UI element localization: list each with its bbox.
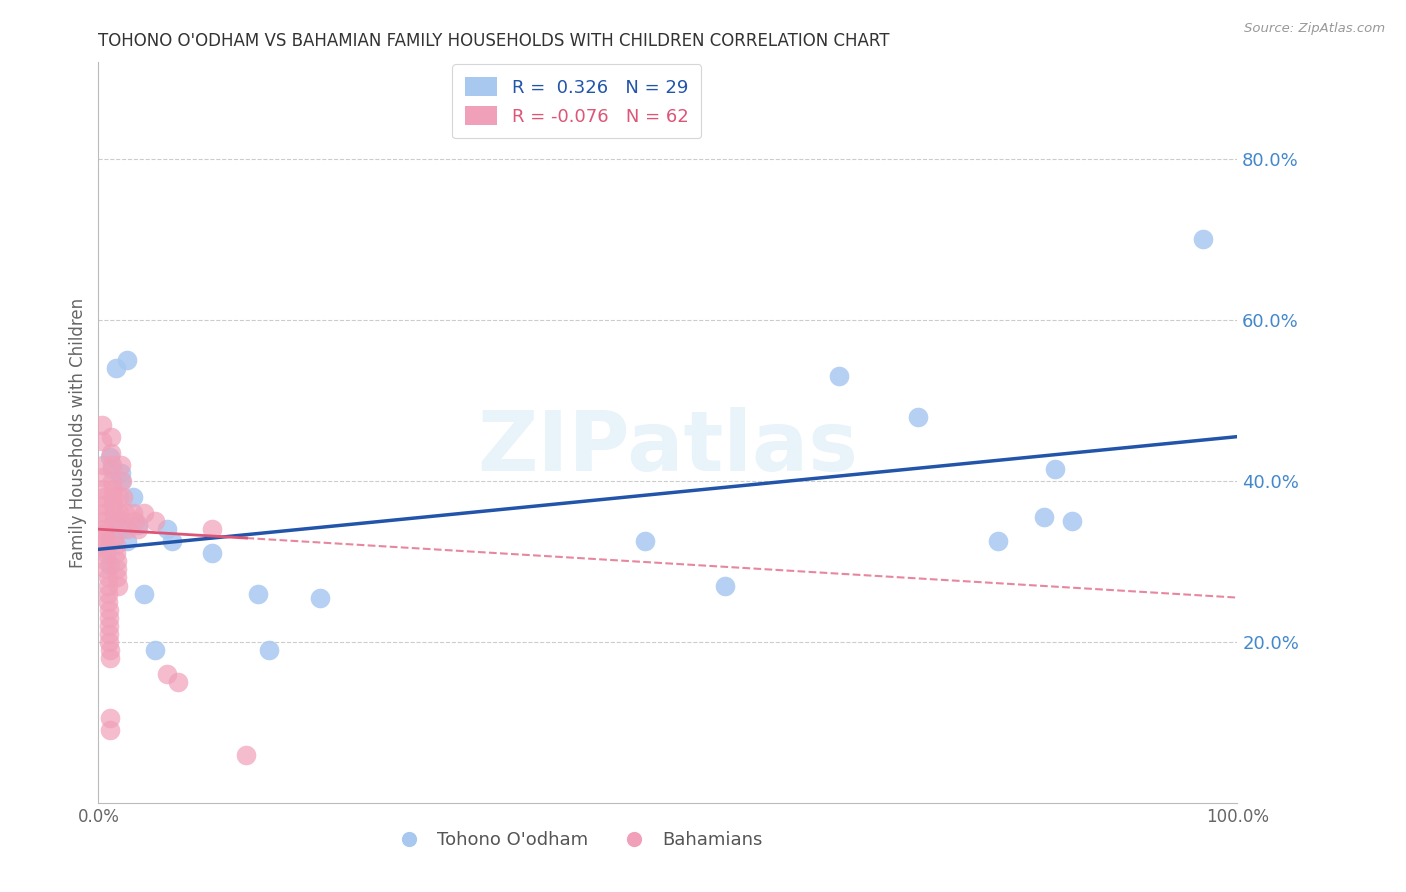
Point (97, 635, 120, 649)
Point (201, 522, 224, 536)
Text: Source: ZipAtlas.com: Source: ZipAtlas.com (1244, 22, 1385, 36)
Point (103, 498, 125, 512)
Point (162, 534, 184, 549)
Text: ZIPatlas: ZIPatlas (478, 407, 858, 488)
Point (103, 490, 125, 504)
Point (714, 578, 737, 592)
Y-axis label: Family Households with Children: Family Households with Children (69, 298, 87, 567)
Point (145, 514, 167, 528)
Point (98, 558, 121, 573)
Point (93, 506, 115, 520)
Point (907, 409, 929, 424)
Point (634, 534, 657, 549)
Point (98, 643, 121, 657)
Point (96, 546, 118, 560)
Point (94, 530, 117, 544)
Legend: Tohono O'odham, Bahamians: Tohono O'odham, Bahamians (384, 824, 770, 856)
Point (103, 514, 125, 528)
Point (98, 450, 121, 464)
Point (96, 542, 118, 557)
Point (115, 534, 138, 549)
Point (103, 506, 125, 520)
Point (93, 522, 115, 536)
Point (132, 506, 155, 520)
Text: TOHONO O'ODHAM VS BAHAMIAN FAMILY HOUSEHOLDS WITH CHILDREN CORRELATION CHART: TOHONO O'ODHAM VS BAHAMIAN FAMILY HOUSEH… (98, 32, 890, 50)
Point (93, 490, 115, 504)
Point (96, 594, 118, 608)
Point (94, 538, 117, 552)
Point (127, 522, 149, 536)
Point (105, 562, 128, 576)
Point (156, 667, 179, 681)
Point (235, 747, 257, 762)
Point (1192, 232, 1215, 246)
Point (91, 482, 114, 496)
Point (96, 586, 118, 600)
Point (201, 546, 224, 560)
Point (108, 506, 131, 520)
Point (100, 446, 122, 460)
Point (101, 474, 124, 488)
Point (112, 490, 135, 504)
Point (114, 506, 136, 520)
Point (828, 369, 851, 384)
Point (97, 627, 120, 641)
Point (96, 562, 118, 576)
Point (145, 643, 167, 657)
Point (127, 518, 149, 533)
Point (104, 546, 127, 560)
Point (100, 430, 122, 444)
Point (97, 619, 120, 633)
Point (246, 586, 269, 600)
Point (104, 361, 127, 376)
Point (124, 514, 146, 528)
Point (1032, 510, 1054, 524)
Point (156, 522, 179, 536)
Point (108, 490, 131, 504)
Point (132, 586, 155, 600)
Point (98, 711, 121, 725)
Point (90, 417, 112, 432)
Point (110, 458, 132, 472)
Point (309, 591, 332, 605)
Point (97, 602, 120, 616)
Point (98, 723, 121, 738)
Point (121, 506, 143, 520)
Point (111, 474, 134, 488)
Point (987, 534, 1010, 549)
Point (115, 353, 138, 368)
Point (96, 578, 118, 592)
Point (104, 538, 127, 552)
Point (108, 514, 131, 528)
Point (259, 643, 281, 657)
Point (90, 434, 112, 448)
Point (98, 530, 121, 544)
Point (105, 570, 128, 584)
Point (96, 570, 118, 584)
Point (101, 458, 124, 472)
Point (167, 675, 190, 690)
Point (96, 554, 118, 568)
Point (107, 578, 129, 592)
Point (91, 458, 114, 472)
Point (103, 482, 125, 496)
Point (1043, 462, 1066, 476)
Point (97, 610, 120, 624)
Point (105, 554, 128, 568)
Point (91, 470, 114, 484)
Point (110, 522, 132, 536)
Point (121, 490, 143, 504)
Point (110, 466, 132, 480)
Point (98, 651, 121, 665)
Point (93, 498, 115, 512)
Point (110, 474, 132, 488)
Point (115, 522, 138, 536)
Point (94, 526, 117, 541)
Point (1062, 514, 1084, 528)
Point (93, 514, 115, 528)
Point (101, 462, 124, 476)
Point (103, 530, 125, 544)
